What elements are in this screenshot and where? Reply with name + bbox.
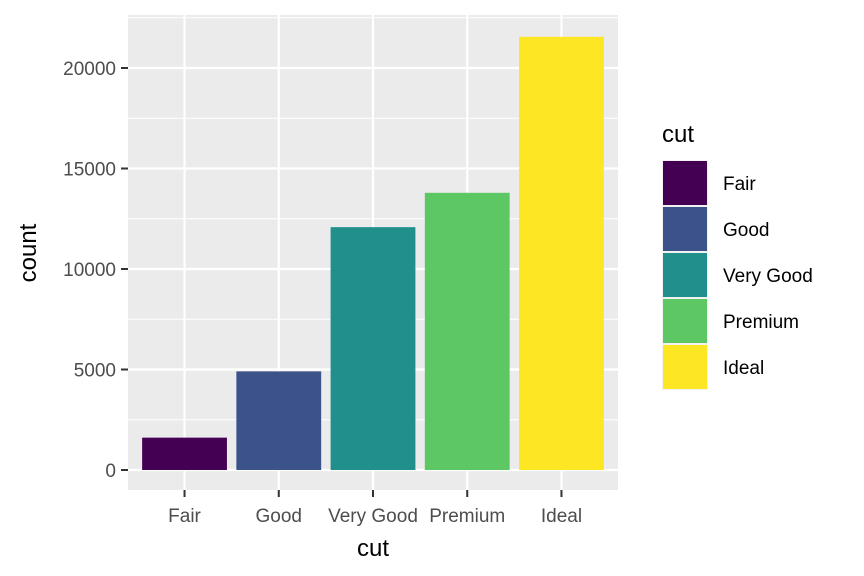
legend-label: Good bbox=[723, 220, 769, 241]
legend-label: Premium bbox=[723, 312, 799, 333]
y-tick-label: 10000 bbox=[63, 260, 116, 281]
legend-swatch bbox=[663, 207, 707, 251]
x-axis-title: cut bbox=[357, 535, 389, 562]
y-axis-title: count bbox=[15, 223, 42, 282]
legend: cut Fair Good Very Good Premium Ideal bbox=[662, 121, 813, 390]
bars bbox=[142, 36, 604, 471]
bar-fair bbox=[142, 437, 227, 470]
x-tick-label: Fair bbox=[168, 506, 201, 527]
legend-swatch bbox=[663, 345, 707, 389]
legend-label: Very Good bbox=[723, 266, 813, 287]
legend-swatch bbox=[663, 253, 707, 297]
x-tick-label: Ideal bbox=[541, 506, 582, 527]
bar-good bbox=[236, 371, 322, 470]
x-tick-label: Good bbox=[256, 506, 302, 527]
legend-label: Fair bbox=[723, 174, 756, 195]
x-tick-label: Premium bbox=[429, 506, 505, 527]
bar-ideal bbox=[519, 36, 604, 471]
bar-very-good bbox=[330, 227, 416, 470]
x-tick-label: Very Good bbox=[328, 506, 418, 527]
legend-swatch bbox=[663, 299, 707, 343]
legend-title: cut bbox=[662, 121, 694, 148]
legend-items: Fair Good Very Good Premium Ideal bbox=[662, 160, 813, 390]
y-tick-label: 0 bbox=[105, 461, 116, 482]
y-tick-label: 20000 bbox=[63, 59, 116, 80]
bar-premium bbox=[424, 192, 510, 470]
y-tick-label: 5000 bbox=[74, 361, 116, 382]
legend-label: Ideal bbox=[723, 358, 764, 379]
y-axis: 0 5000 10000 15000 20000 bbox=[63, 59, 128, 482]
x-axis: Fair Good Very Good Premium Ideal bbox=[168, 490, 582, 527]
y-tick-label: 15000 bbox=[63, 160, 116, 181]
legend-swatch bbox=[663, 161, 707, 205]
